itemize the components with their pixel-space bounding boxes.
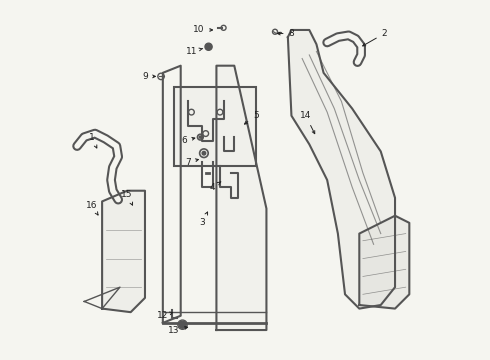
Text: 2: 2 [363, 29, 387, 46]
Text: 12: 12 [157, 311, 172, 320]
Text: 14: 14 [300, 111, 315, 134]
Text: 4: 4 [210, 182, 221, 192]
Text: 15: 15 [122, 190, 133, 205]
Text: 3: 3 [199, 212, 208, 228]
Text: 16: 16 [86, 201, 98, 215]
Circle shape [179, 321, 186, 328]
Polygon shape [359, 216, 409, 309]
Text: 6: 6 [181, 136, 195, 145]
Text: 10: 10 [193, 26, 213, 35]
Text: 5: 5 [245, 111, 259, 124]
Text: 8: 8 [277, 29, 294, 38]
Circle shape [205, 43, 212, 50]
Polygon shape [102, 191, 145, 312]
Polygon shape [217, 66, 267, 330]
Bar [173, 87, 256, 166]
Text: 13: 13 [168, 325, 188, 334]
Text: 9: 9 [142, 72, 155, 81]
Polygon shape [288, 30, 395, 309]
Text: 1: 1 [89, 132, 97, 148]
Circle shape [202, 152, 206, 155]
Circle shape [199, 136, 201, 138]
Text: 11: 11 [186, 47, 203, 56]
Text: 7: 7 [185, 158, 198, 167]
